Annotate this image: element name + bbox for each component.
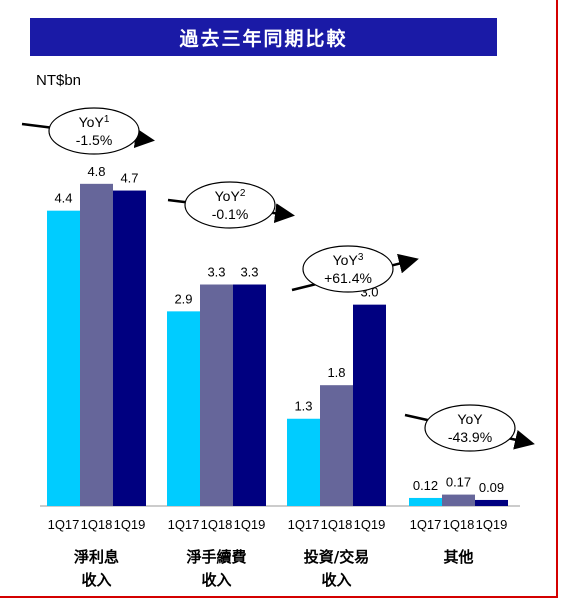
bar-4-1q17: [409, 497, 442, 506]
chart-title: 過去三年同期比較: [30, 18, 497, 56]
bar-2-1q18: [200, 284, 233, 506]
data-label: 1.8: [327, 365, 345, 380]
category-label-line1: 投資/交易: [303, 548, 370, 566]
x-tick-label: 1Q18: [443, 517, 475, 532]
x-tick-label: 1Q19: [476, 517, 508, 532]
yoy-footnote: 1: [104, 114, 110, 125]
category-label-line2: 收入: [81, 571, 112, 589]
data-label: 0.17: [446, 475, 471, 490]
bar-3-1q18: [320, 385, 353, 506]
x-tick-label: 1Q17: [410, 517, 442, 532]
x-tick-label: 1Q19: [354, 517, 386, 532]
yoy-bubble: [302, 245, 394, 293]
x-tick-label: 1Q19: [114, 517, 146, 532]
data-label: 4.7: [120, 171, 138, 186]
bar-4-1q19: [475, 499, 508, 506]
category-label: 其他: [399, 546, 519, 569]
bar-3-1q19: [353, 304, 386, 506]
bar-1-1q19: [113, 190, 146, 507]
yoy-footnote: 2: [240, 188, 246, 199]
data-label: 2.9: [174, 291, 192, 306]
yoy-bubble: [184, 181, 276, 229]
x-tick-label: 1Q18: [321, 517, 353, 532]
x-tick-label: 1Q17: [288, 517, 320, 532]
category-label-line1: 淨利息: [73, 548, 119, 566]
yoy-label: YoY2: [215, 188, 246, 204]
yoy-label: YoY3: [333, 252, 364, 268]
category-label-line2: 收入: [201, 571, 232, 589]
category-label: 投資/交易收入: [277, 546, 397, 592]
bar-2-1q17: [167, 311, 200, 506]
yoy-bubble: [48, 107, 140, 155]
category-label: 淨手續費 收入: [157, 546, 277, 592]
unit-label: NT$bn: [36, 72, 82, 89]
category-label-line2: 收入: [321, 571, 352, 589]
yoy-value: -1.5%: [76, 132, 113, 148]
yoy-value: -0.1%: [212, 206, 249, 222]
yoy-label: YoY: [457, 411, 483, 427]
yoy-value: -43.9%: [448, 429, 492, 445]
bar-4-1q18: [442, 494, 475, 506]
bar-3-1q17: [287, 418, 320, 506]
yoy-bubble: [424, 404, 516, 452]
bar-1-1q18: [80, 183, 113, 506]
bar-2-1q19: [233, 284, 266, 506]
category-label-line1: 淨手續費: [186, 548, 247, 566]
x-tick-label: 1Q17: [48, 517, 80, 532]
x-tick-label: 1Q18: [81, 517, 113, 532]
category-label: 淨利息 收入: [37, 546, 157, 592]
x-tick-label: 1Q19: [234, 517, 266, 532]
data-label: 3.3: [240, 265, 258, 280]
yoy-footnote: 3: [358, 252, 364, 263]
yoy-value: +61.4%: [324, 270, 372, 286]
data-label: 4.8: [87, 164, 105, 179]
data-label: 0.12: [413, 478, 438, 493]
x-tick-label: 1Q17: [168, 517, 200, 532]
yoy-label: YoY1: [79, 114, 110, 130]
x-tick-label: 1Q18: [201, 517, 233, 532]
bar-1-1q17: [47, 210, 80, 506]
data-label: 3.3: [207, 265, 225, 280]
data-label: 1.3: [294, 399, 312, 414]
data-label: 4.4: [54, 191, 72, 206]
data-label: 0.09: [479, 480, 504, 495]
category-label-line1: 其他: [443, 548, 474, 566]
